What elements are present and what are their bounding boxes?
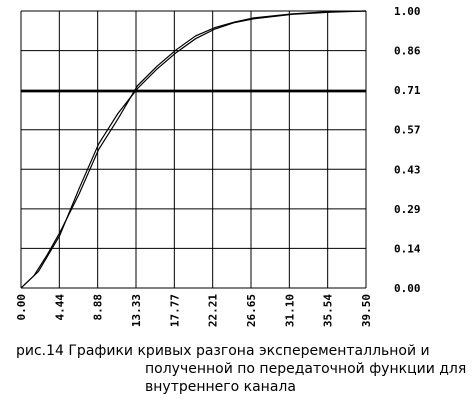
x-tick-label: 8.88 xyxy=(92,294,105,321)
y-tick-label: 0.57 xyxy=(394,124,421,137)
figure-caption: рис.14 Графики кривых разгона эксперемен… xyxy=(16,342,466,396)
caption-line-3: внутреннего канала xyxy=(145,379,296,395)
series-line-1 xyxy=(20,10,367,289)
y-tick-labels: 0.00 0.14 0.29 0.43 0.57 0.71 0.86 1.00 xyxy=(394,5,421,295)
series-layer xyxy=(20,10,367,289)
x-tick-label: 13.33 xyxy=(130,294,143,327)
y-tick-label: 0.00 xyxy=(394,282,421,295)
x-tick-label: 0.00 xyxy=(15,294,28,321)
x-tick-label: 22.21 xyxy=(207,294,220,327)
x-tick-labels: 0.00 4.44 8.88 13.33 17.77 22.21 26.65 31.10 35.… xyxy=(15,294,373,327)
x-tick-label: 31.10 xyxy=(283,294,296,327)
y-tick-label: 1.00 xyxy=(394,5,421,18)
y-tick-label: 0.29 xyxy=(394,203,421,216)
x-tick-label: 35.54 xyxy=(322,294,335,327)
x-tick-label: 26.65 xyxy=(245,294,258,327)
y-tick-label: 0.14 xyxy=(394,242,421,255)
x-tick-label: 17.77 xyxy=(168,294,181,327)
x-tick-label: 39.50 xyxy=(360,294,373,327)
series-line-2 xyxy=(20,10,367,289)
chart-grid xyxy=(20,10,367,289)
caption-line-2: полученной по передаточной функции для xyxy=(145,361,467,377)
x-tick-label: 4.44 xyxy=(53,294,66,321)
caption-line-1: рис.14 Графики кривых разгона эксперемен… xyxy=(16,343,430,359)
chart: 0.00 0.14 0.29 0.43 0.57 0.71 0.86 1.00 0.00 4.4… xyxy=(15,5,421,327)
y-tick-label: 0.43 xyxy=(394,163,421,176)
y-tick-label: 0.86 xyxy=(394,45,421,58)
y-tick-label: 0.71 xyxy=(394,84,421,97)
